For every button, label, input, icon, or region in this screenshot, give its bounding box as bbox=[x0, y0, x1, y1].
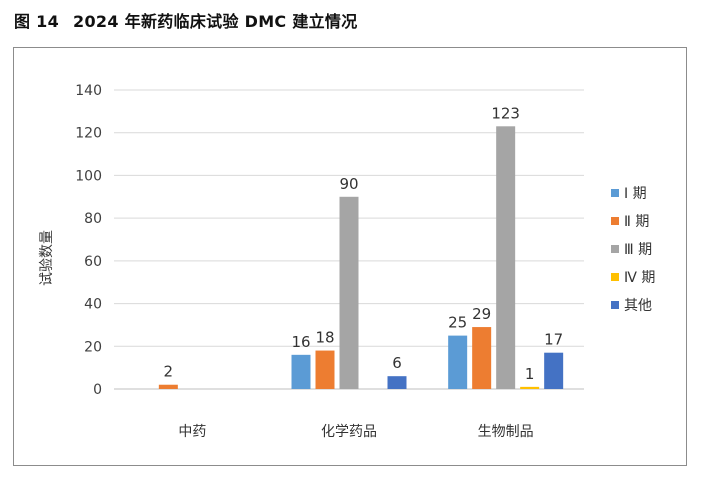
category-label: 中药 bbox=[178, 424, 206, 440]
legend-swatch bbox=[611, 189, 619, 197]
y-tick-label: 20 bbox=[84, 339, 102, 355]
y-tick-label: 100 bbox=[75, 168, 102, 184]
bar bbox=[448, 335, 468, 389]
y-tick-labels: 0 20 40 60 80 100 120 140 bbox=[75, 83, 102, 398]
bar bbox=[158, 384, 178, 389]
bar bbox=[472, 327, 492, 389]
legend-swatch bbox=[611, 217, 619, 225]
data-label: 2 bbox=[164, 363, 174, 381]
legend-label: 其他 bbox=[624, 298, 652, 314]
category-labels: 中药 化学药品 生物制品 bbox=[178, 424, 533, 440]
data-label: 90 bbox=[339, 175, 358, 193]
y-tick-label: 60 bbox=[84, 254, 102, 270]
y-tick-label: 40 bbox=[84, 297, 102, 313]
y-axis-label: 试验数量 bbox=[39, 230, 55, 286]
legend-swatch bbox=[611, 301, 619, 309]
y-tick-label: 80 bbox=[84, 211, 102, 227]
legend-label: Ⅰ 期 bbox=[624, 186, 647, 202]
bar bbox=[544, 352, 564, 389]
data-labels: 2 16 18 90 6 25 29 123 1 17 bbox=[164, 104, 564, 383]
data-label: 123 bbox=[491, 104, 520, 122]
category-label: 生物制品 bbox=[478, 424, 534, 440]
legend-swatch bbox=[611, 273, 619, 281]
legend-swatch bbox=[611, 245, 619, 253]
figure-caption: 2024 年新药临床试验 DMC 建立情况 bbox=[73, 12, 358, 31]
bar bbox=[387, 376, 407, 389]
bar-chart: 0 20 40 60 80 100 120 140 2 16 18 90 6 25 29 123 1 17 中药… bbox=[39, 83, 655, 440]
chart-frame: 0 20 40 60 80 100 120 140 2 16 18 90 6 25 29 123 1 17 中药… bbox=[13, 47, 687, 466]
data-label: 6 bbox=[392, 354, 402, 372]
figure-title: 图 14 2024 年新药临床试验 DMC 建立情况 bbox=[14, 8, 358, 32]
data-label: 18 bbox=[315, 329, 334, 347]
bar bbox=[339, 196, 359, 389]
bar bbox=[291, 354, 311, 389]
data-label: 25 bbox=[448, 314, 467, 332]
data-label: 17 bbox=[544, 331, 563, 349]
legend-label: Ⅱ 期 bbox=[624, 214, 649, 230]
data-label: 29 bbox=[472, 305, 491, 323]
data-label: 16 bbox=[291, 333, 310, 351]
category-label: 化学药品 bbox=[321, 424, 377, 440]
legend: Ⅰ 期 Ⅱ 期 Ⅲ 期 Ⅳ 期其他 bbox=[611, 186, 655, 314]
bar bbox=[315, 350, 335, 389]
y-tick-label: 120 bbox=[75, 126, 102, 142]
legend-label: Ⅲ 期 bbox=[624, 242, 652, 258]
bar bbox=[496, 126, 516, 390]
y-tick-label: 0 bbox=[93, 382, 102, 398]
y-tick-label: 140 bbox=[75, 83, 102, 99]
bar bbox=[520, 386, 540, 389]
legend-label: Ⅳ 期 bbox=[624, 270, 655, 286]
data-label: 1 bbox=[525, 365, 535, 383]
figure-number: 图 14 bbox=[14, 12, 60, 31]
bars bbox=[158, 126, 564, 390]
